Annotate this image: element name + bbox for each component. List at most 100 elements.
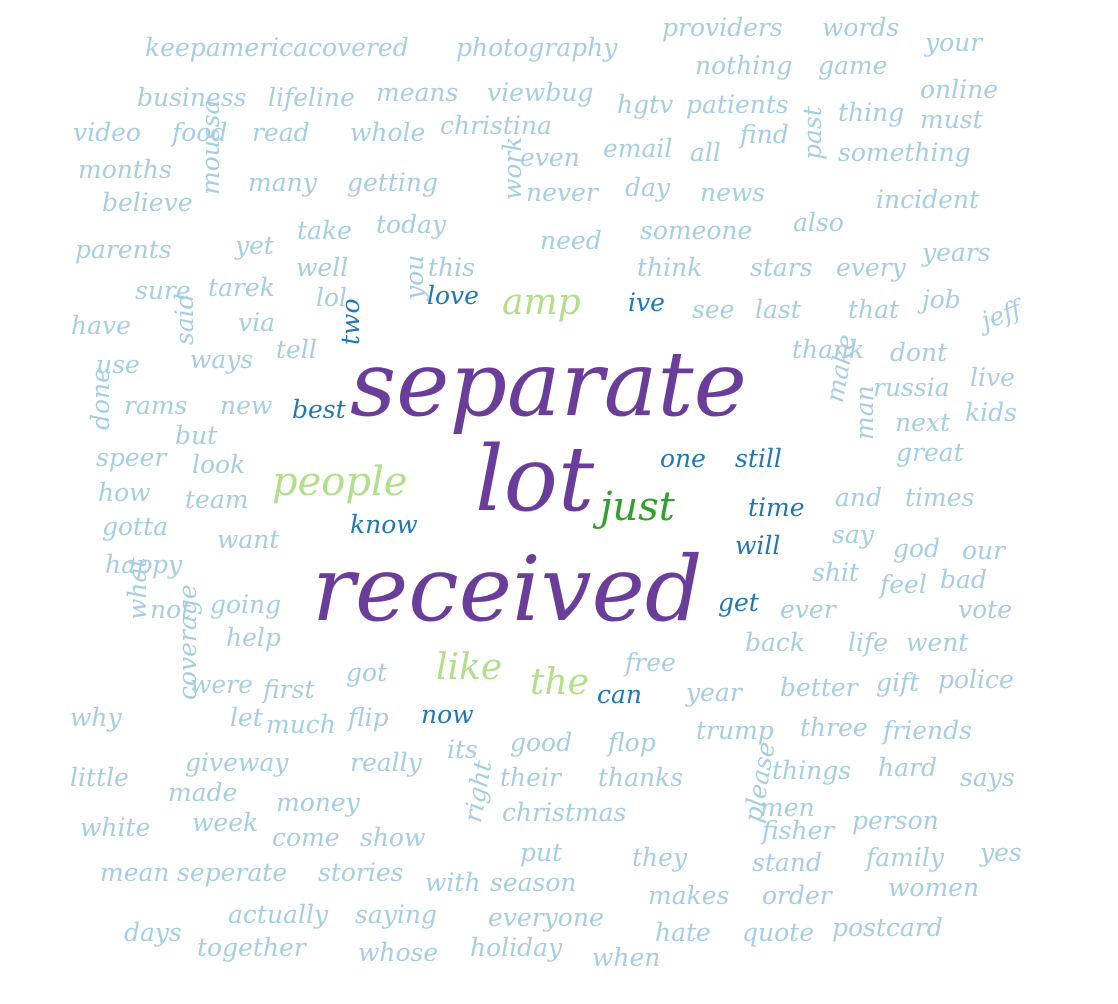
word-let: let	[230, 703, 263, 732]
word-got: got	[346, 658, 388, 687]
word-yes: yes	[980, 838, 1022, 867]
word-every: every	[836, 253, 906, 282]
word-sure: sure	[135, 276, 191, 305]
word-went: went	[906, 628, 969, 657]
word-years: years	[922, 238, 991, 267]
word-much: much	[266, 710, 336, 739]
word-months: months	[78, 155, 172, 184]
word-right: right	[458, 758, 498, 825]
word-see: see	[692, 295, 735, 324]
word-flip: flip	[348, 703, 389, 732]
word-parents: parents	[75, 235, 172, 264]
word-going: going	[210, 590, 282, 619]
word-thank: thank	[792, 335, 865, 364]
word-free: free	[625, 648, 676, 677]
word-hgtv: hgtv	[617, 90, 674, 119]
word-and: and	[835, 483, 883, 512]
word-tarek: tarek	[208, 273, 275, 302]
word-day: day	[625, 173, 671, 202]
word-will: will	[735, 531, 781, 560]
word-said: said	[170, 293, 199, 345]
word-show: show	[360, 823, 426, 852]
word-gotta: gotta	[102, 512, 169, 541]
word-things: things	[772, 756, 852, 785]
word-words: words	[822, 13, 900, 42]
word-seperate: seperate	[177, 858, 288, 887]
word-speer: speer	[96, 443, 167, 472]
word-lol: lol	[316, 283, 348, 312]
word-game: game	[818, 51, 888, 80]
word-police: police	[938, 665, 1014, 694]
word-god: god	[893, 534, 941, 563]
word-incident: incident	[876, 185, 980, 214]
word-get: get	[718, 588, 759, 617]
word-this: this	[428, 253, 475, 282]
word-better: better	[780, 673, 858, 702]
word-job: job	[922, 285, 961, 314]
word-viewbug: viewbug	[487, 78, 594, 107]
word-feel: feel	[880, 570, 927, 599]
word-fisher: fisher	[762, 816, 835, 845]
word-you: you	[400, 254, 429, 300]
word-life: life	[848, 628, 889, 657]
word-all: all	[690, 138, 721, 167]
word-whose: whose	[358, 938, 439, 967]
word-money: money	[276, 788, 360, 817]
word-their: their	[500, 763, 561, 792]
word-made: made	[168, 778, 238, 807]
word-well: well	[296, 253, 349, 282]
word-email: email	[603, 134, 673, 163]
word-read: read	[252, 118, 310, 147]
word-patients: patients	[686, 90, 789, 119]
word-postcard: postcard	[832, 913, 943, 942]
word-christmas: christmas	[502, 798, 627, 827]
word-with: with	[425, 868, 481, 897]
word-your: your	[925, 28, 983, 57]
word-says: says	[960, 763, 1015, 792]
word-saying: saying	[355, 900, 437, 929]
word-what: what	[123, 557, 152, 620]
word-bad: bad	[940, 565, 987, 594]
word-can: can	[597, 680, 643, 709]
word-trump: trump	[696, 716, 774, 745]
word-live: live	[970, 363, 1015, 392]
word-ever: ever	[780, 595, 836, 624]
word-family: family	[866, 843, 944, 872]
word-happy: happy	[105, 550, 183, 579]
word-why: why	[70, 703, 122, 732]
word-someone: someone	[640, 216, 753, 245]
word-ive: ive	[628, 288, 665, 317]
word-via: via	[238, 308, 276, 337]
word-order: order	[762, 881, 832, 910]
word-stars: stars	[750, 253, 813, 282]
word-actually: actually	[228, 900, 329, 929]
word-today: today	[376, 210, 447, 239]
word-lifeline: lifeline	[268, 83, 355, 112]
word-week: week	[192, 808, 259, 837]
word-want: want	[217, 525, 280, 554]
word-nothing: nothing	[695, 51, 793, 80]
word-best: best	[292, 395, 346, 424]
word-its: its	[447, 735, 478, 764]
word-person: person	[852, 806, 939, 835]
word-but: but	[175, 421, 218, 450]
word-help: help	[226, 623, 281, 652]
word-makes: makes	[648, 881, 730, 910]
word-men: men	[760, 793, 815, 822]
word-three: three	[800, 713, 868, 742]
word-together: together	[197, 933, 306, 962]
word-news: news	[700, 178, 766, 207]
word-flop: flop	[608, 728, 656, 757]
word-must: must	[920, 105, 983, 134]
word-stand: stand	[752, 848, 822, 877]
word-done: done	[86, 368, 115, 430]
word-keepamericacovered: keepamericacovered	[145, 33, 409, 62]
word-hate: hate	[655, 918, 711, 947]
word-online: online	[920, 75, 999, 104]
word-hard: hard	[878, 753, 937, 782]
word-kids: kids	[965, 398, 1017, 427]
word-how: how	[98, 478, 151, 507]
word-they: they	[632, 843, 688, 872]
word-come: come	[272, 823, 340, 852]
word-giveway: giveway	[185, 748, 289, 777]
